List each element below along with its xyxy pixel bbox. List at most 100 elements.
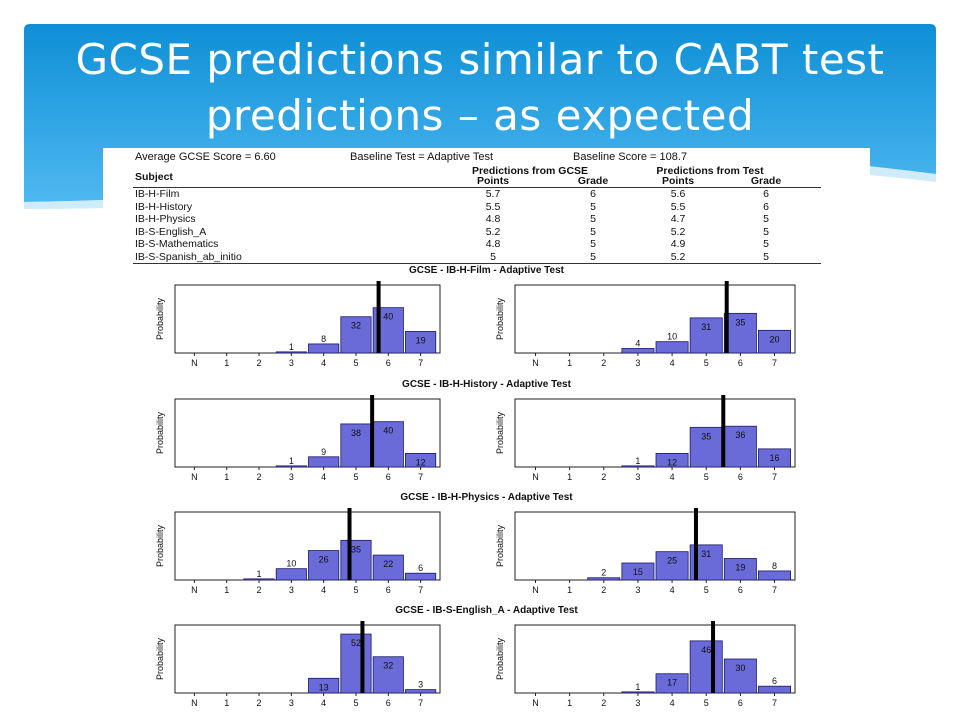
y-axis-label: Probability bbox=[155, 524, 165, 567]
bar-value-label: 8 bbox=[321, 334, 326, 344]
x-tick-label: 4 bbox=[321, 358, 326, 368]
x-tick-label: 1 bbox=[224, 472, 229, 482]
y-axis-label: Probability bbox=[495, 637, 505, 680]
bar-value-label: 40 bbox=[383, 426, 393, 436]
test-points-header: Points bbox=[661, 175, 695, 187]
bar-value-label: 32 bbox=[383, 661, 393, 671]
bar-value-label: 19 bbox=[735, 562, 745, 572]
x-tick-label: 5 bbox=[704, 358, 709, 368]
bar bbox=[758, 570, 791, 581]
x-tick-label: 7 bbox=[772, 585, 777, 595]
x-tick-label: 7 bbox=[418, 585, 423, 595]
x-tick-label: 3 bbox=[289, 358, 294, 368]
bar bbox=[689, 317, 723, 354]
plot-frame bbox=[174, 284, 441, 354]
bar-value-label: 36 bbox=[735, 430, 745, 440]
x-tick-label: 3 bbox=[289, 585, 294, 595]
x-tick-label: 2 bbox=[601, 472, 606, 482]
row-subject: IB-H-Film bbox=[135, 188, 180, 200]
bar-value-label: 31 bbox=[701, 322, 711, 332]
x-tick-label: 6 bbox=[386, 358, 391, 368]
bar bbox=[405, 689, 437, 694]
header-rule bbox=[133, 187, 821, 188]
x-tick-label: 7 bbox=[772, 698, 777, 708]
x-tick-label: N bbox=[532, 585, 539, 595]
row-gcse-grade: 6 bbox=[590, 188, 596, 200]
bar-value-label: 1 bbox=[635, 682, 640, 692]
bar-value-label: 46 bbox=[701, 645, 711, 655]
bar-value-label: 1 bbox=[635, 456, 640, 466]
x-tick-label: 1 bbox=[567, 472, 572, 482]
y-axis-label: Probability bbox=[155, 297, 165, 340]
bar-value-label: 9 bbox=[321, 447, 326, 457]
bar-value-label: 1 bbox=[289, 342, 294, 352]
bar-value-label: 10 bbox=[667, 332, 677, 342]
x-tick-label: 5 bbox=[353, 472, 358, 482]
bar-value-label: 4 bbox=[635, 338, 640, 348]
bar-value-label: 1 bbox=[257, 569, 262, 579]
y-axis-label: Probability bbox=[495, 411, 505, 454]
bar-value-label: 25 bbox=[667, 556, 677, 566]
bar-value-label: 26 bbox=[319, 555, 329, 565]
baseline-value: Adaptive Test bbox=[427, 151, 494, 163]
bar-value-label: 35 bbox=[701, 431, 711, 441]
x-tick-label: 6 bbox=[738, 585, 743, 595]
y-axis-label: Probability bbox=[495, 524, 505, 567]
x-tick-label: N bbox=[532, 698, 539, 708]
x-tick-label: 1 bbox=[224, 585, 229, 595]
x-tick-label: N bbox=[191, 472, 198, 482]
row-test-points: 5.2 bbox=[670, 225, 686, 238]
chart-title: GCSE - IB-H-Physics - Adaptive Test bbox=[400, 492, 573, 503]
row-test-points: 4.9 bbox=[670, 238, 686, 250]
bar-value-label: 35 bbox=[351, 544, 361, 554]
x-tick-label: 3 bbox=[289, 472, 294, 482]
row-gcse-points: 5.5 bbox=[485, 200, 501, 213]
bar-value-label: 12 bbox=[667, 457, 677, 467]
x-tick-label: 7 bbox=[772, 472, 777, 482]
x-tick-label: 5 bbox=[704, 698, 709, 708]
bar-value-label: 40 bbox=[383, 312, 393, 322]
bar-value-label: 6 bbox=[772, 676, 777, 686]
row-subject: IB-S-English_A bbox=[135, 225, 207, 238]
plot-frame bbox=[514, 398, 796, 468]
bar bbox=[405, 572, 437, 581]
row-gcse-grade: 5 bbox=[590, 225, 596, 238]
bar bbox=[655, 341, 689, 354]
baseline-test: Baseline Test = Adaptive Test bbox=[350, 151, 493, 163]
row-gcse-points: 4.8 bbox=[485, 238, 501, 250]
x-tick-label: N bbox=[191, 358, 198, 368]
bar bbox=[621, 465, 655, 468]
row-test-points: 5.6 bbox=[670, 188, 686, 200]
x-tick-label: 2 bbox=[601, 585, 606, 595]
row-test-grade: 6 bbox=[763, 188, 769, 200]
x-tick-label: 2 bbox=[257, 358, 262, 368]
bar-value-label: 8 bbox=[772, 561, 777, 571]
plot-frame bbox=[174, 624, 441, 694]
y-axis-label: Probability bbox=[155, 637, 165, 680]
bar-value-label: 31 bbox=[701, 549, 711, 559]
bar bbox=[723, 312, 757, 354]
x-tick-label: 4 bbox=[321, 585, 326, 595]
bar-value-label: 6 bbox=[418, 563, 423, 573]
bar bbox=[689, 426, 723, 468]
x-tick-label: 2 bbox=[257, 698, 262, 708]
row-subject: IB-S-Mathematics bbox=[135, 238, 219, 250]
row-test-points: 4.7 bbox=[670, 213, 686, 225]
bar-value-label: 20 bbox=[770, 334, 780, 344]
average-gcse-score: Average GCSE Score = 6.60 bbox=[135, 151, 276, 163]
bar bbox=[308, 343, 340, 354]
x-tick-label: 4 bbox=[670, 472, 675, 482]
y-axis-label: Probability bbox=[495, 297, 505, 340]
bar-value-label: 12 bbox=[416, 457, 426, 467]
bar bbox=[243, 578, 275, 581]
x-tick-label: 2 bbox=[601, 698, 606, 708]
row-test-points: 5.2 bbox=[670, 250, 686, 263]
plot-frame bbox=[174, 511, 441, 581]
x-tick-label: 3 bbox=[289, 698, 294, 708]
chart-title: GCSE - IB-H-History - Adaptive Test bbox=[402, 379, 571, 390]
bar bbox=[621, 348, 655, 354]
x-tick-label: N bbox=[191, 698, 198, 708]
baseline-label: Baseline Test = bbox=[350, 151, 425, 163]
bar bbox=[308, 456, 340, 468]
